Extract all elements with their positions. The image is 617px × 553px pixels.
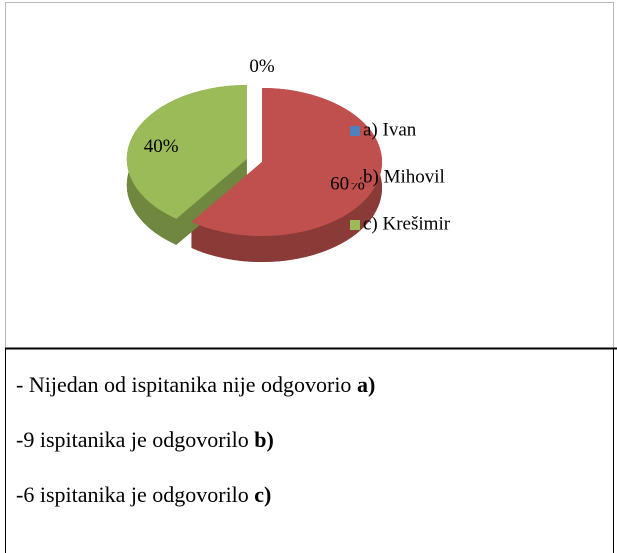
legend-label: b) Mihovil	[363, 166, 445, 187]
legend-swatch	[350, 173, 360, 183]
slice-edge	[176, 158, 247, 245]
line-text: - Nijedan od ispitanika nije odgovorio	[16, 372, 357, 397]
pie: 0%60%40%	[126, 56, 383, 262]
line-text: -6 ispitanika je odgovorilo	[16, 482, 254, 507]
legend: a) Ivan b) Mihovil c) Krešimir	[350, 119, 451, 234]
line-bold: a)	[357, 372, 375, 397]
data-label: 0%	[249, 56, 275, 77]
data-label: 40%	[144, 136, 179, 157]
legend-swatch	[350, 126, 360, 136]
line-text: -9 ispitanika je odgovorilo	[16, 427, 254, 452]
text-lines: - Nijedan od ispitanika nije odgovorio a…	[16, 372, 375, 507]
slice	[126, 84, 247, 219]
slice-wall	[191, 88, 383, 262]
text-line: - Nijedan od ispitanika nije odgovorio a…	[16, 372, 375, 397]
line-bold: c)	[254, 482, 271, 507]
line-bold: b)	[254, 427, 274, 452]
slice	[191, 88, 383, 236]
legend-label: c) Krešimir	[363, 213, 451, 234]
text-line: -9 ispitanika je odgovorilo b)	[16, 427, 274, 452]
legend-swatch	[350, 220, 360, 230]
legend-label: a) Ivan	[363, 119, 417, 140]
text-line: -6 ispitanika je odgovorilo c)	[16, 482, 271, 507]
